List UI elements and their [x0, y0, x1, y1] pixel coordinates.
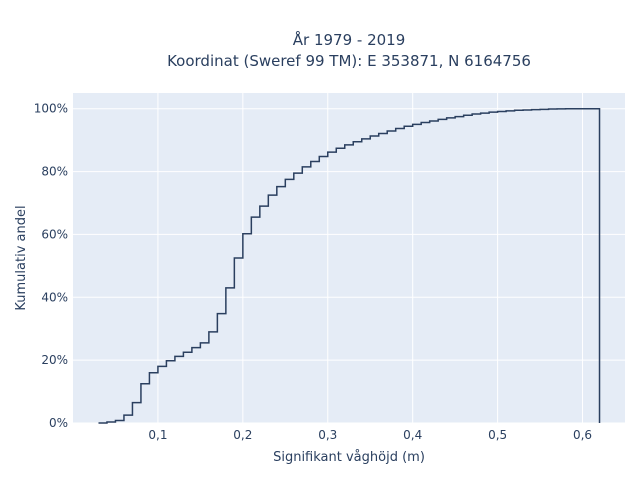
tick-label-layer: 0,1 0,2 0,3 0,4 0,5 0,6 0% 20% 40% 60% 80% 100% [34, 102, 592, 442]
plot-area [73, 93, 625, 423]
chart-title-line1: År 1979 - 2019 [293, 30, 406, 49]
y-tick-label: 0% [49, 416, 68, 430]
y-tick-label: 100% [34, 102, 68, 116]
x-tick-label: 0,6 [573, 428, 592, 442]
y-tick-label: 80% [41, 165, 68, 179]
x-tick-label: 0,2 [233, 428, 252, 442]
cdf-step-line [98, 107, 601, 424]
series-layer [98, 107, 601, 424]
y-tick-label: 20% [41, 353, 68, 367]
x-tick-label: 0,1 [148, 428, 167, 442]
x-axis-title: Signifikant våghöjd (m) [273, 450, 425, 465]
chart-title-line2: Koordinat (Sweref 99 TM): E 353871, N 61… [167, 52, 531, 70]
x-tick-label: 0,5 [488, 428, 507, 442]
x-tick-label: 0,4 [403, 428, 422, 442]
grid-layer [73, 93, 625, 424]
y-tick-label: 40% [41, 290, 68, 304]
x-tick-label: 0,3 [318, 428, 337, 442]
y-axis-title: Kumulativ andel [14, 205, 29, 310]
y-tick-label: 60% [41, 227, 68, 241]
